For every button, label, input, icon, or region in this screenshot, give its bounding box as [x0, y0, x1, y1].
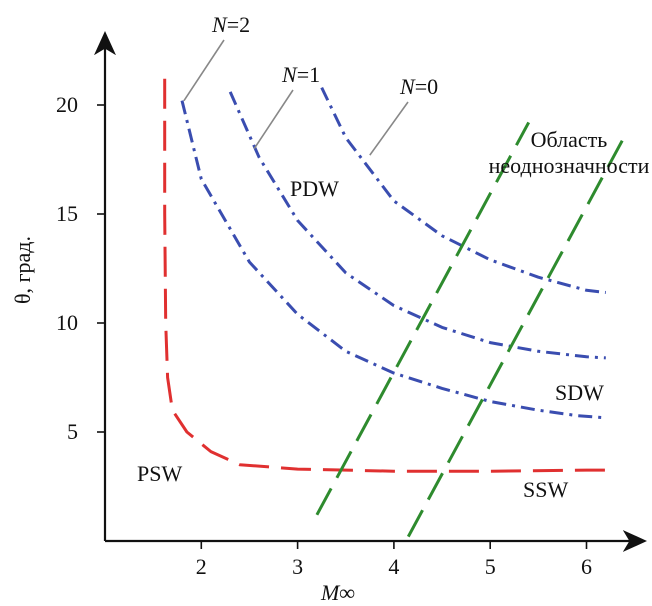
label-psw: PSW	[137, 461, 182, 486]
label-n1: N=1	[281, 62, 320, 87]
series-n0-line	[320, 86, 606, 294]
series-n1-line	[228, 91, 606, 360]
label-region2: неоднозначности	[489, 153, 650, 178]
label-n2: N=2	[211, 12, 250, 37]
series-bound_left-line	[315, 121, 531, 516]
axes: 2 3 4 5 6 5 10 15 20 θ, град. M∞	[10, 31, 647, 605]
curves	[163, 78, 627, 538]
x-tick-label: 3	[292, 554, 303, 579]
label-n0: N=0	[399, 74, 438, 99]
series-bound_right-line	[406, 134, 627, 538]
series-n2-line	[180, 100, 606, 420]
leader-n0	[369, 101, 409, 156]
x-tick-label: 5	[485, 554, 496, 579]
x-axis-title: M∞	[320, 580, 355, 605]
labels: N=2 N=1 N=0 PDW SDW PSW SSW Областьнеоднозначно…	[137, 12, 650, 502]
y-axis-title: θ, град.	[10, 236, 35, 304]
label-pdw: PDW	[290, 176, 339, 201]
y-tick-label: 20	[56, 92, 78, 117]
label-sdw: SDW	[555, 380, 604, 405]
series-psw-line	[163, 78, 606, 473]
y-tick-label: 5	[67, 419, 78, 444]
y-tick-label: 10	[56, 310, 78, 335]
x-tick-label: 4	[388, 554, 399, 579]
label-region1: Область	[531, 127, 608, 152]
y-tick-label: 15	[56, 201, 78, 226]
x-tick-label: 6	[581, 554, 592, 579]
leader-n1	[253, 89, 294, 150]
x-tick-label: 2	[196, 554, 207, 579]
label-ssw: SSW	[523, 477, 568, 502]
leader-n2	[183, 39, 225, 102]
